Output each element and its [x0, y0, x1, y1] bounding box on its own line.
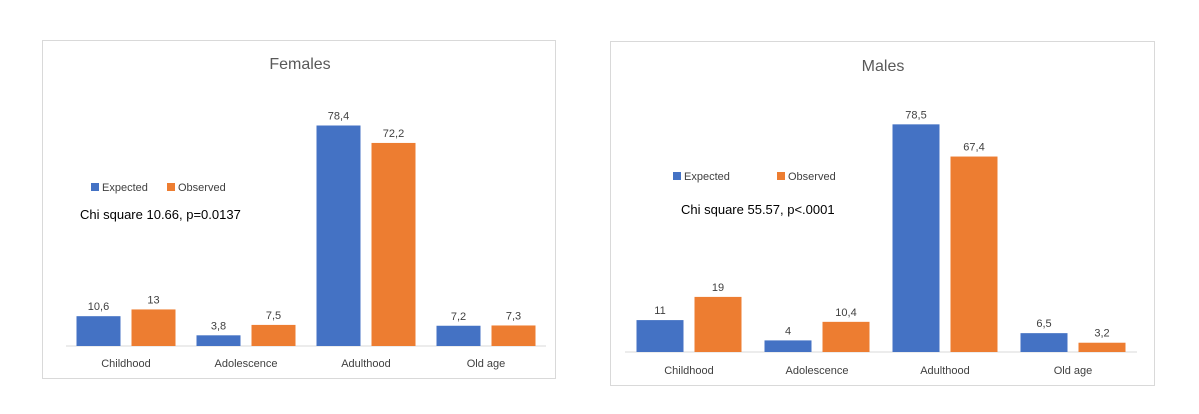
- category-label: Childhood: [664, 365, 714, 377]
- bar-expected-old-age: [436, 325, 481, 346]
- legend-swatch-observed: [167, 183, 175, 191]
- legend-swatch-observed: [777, 172, 785, 180]
- category-label: Old age: [467, 358, 506, 370]
- data-label: 10,6: [88, 301, 109, 313]
- data-label: 7,5: [266, 310, 281, 322]
- data-label: 7,2: [451, 311, 466, 323]
- category-label: Adolescence: [215, 358, 278, 370]
- data-label: 10,4: [835, 307, 856, 319]
- data-label: 6,5: [1036, 318, 1051, 330]
- category-label: Childhood: [101, 358, 151, 370]
- bar-observed-childhood: [131, 309, 176, 346]
- bar-observed-childhood: [694, 296, 742, 352]
- data-label: 72,2: [383, 128, 404, 140]
- data-label: 3,8: [211, 320, 226, 332]
- legend-label-expected: Expected: [684, 171, 730, 183]
- bar-observed-adulthood: [371, 142, 416, 346]
- bar-expected-adulthood: [316, 125, 361, 346]
- legend-swatch-expected: [673, 172, 681, 180]
- data-label: 7,3: [506, 310, 521, 322]
- data-label: 19: [712, 282, 724, 294]
- bar-expected-childhood: [636, 320, 684, 352]
- chart-males: Males 11 19 Childhood 4 10,4 Adolescence 78,5 67…: [625, 58, 1137, 377]
- data-label: 78,5: [905, 109, 926, 121]
- chart-title: Males: [862, 58, 905, 75]
- bar-observed-adolescence: [822, 321, 870, 352]
- category-label: Adulthood: [341, 358, 391, 370]
- data-label: 3,2: [1094, 328, 1109, 340]
- chart-females-panel: Females 10,6 13 Childhood 3,8 7,5 Adolescence 7…: [42, 40, 556, 379]
- data-label: 4: [785, 325, 791, 337]
- legend-label-observed: Observed: [178, 182, 226, 194]
- bar-expected-adolescence: [196, 335, 241, 346]
- legend-swatch-expected: [91, 183, 99, 191]
- chart-title: Females: [269, 56, 330, 73]
- chart-males-panel: Males 11 19 Childhood 4 10,4 Adolescence 78,5 67…: [610, 41, 1155, 386]
- chart-females: Females 10,6 13 Childhood 3,8 7,5 Adolescence 7…: [66, 56, 546, 370]
- category-label: Adolescence: [786, 365, 849, 377]
- bar-observed-old-age: [1078, 342, 1126, 352]
- category-label: Old age: [1054, 365, 1093, 377]
- bar-expected-adulthood: [892, 124, 940, 352]
- bar-observed-adolescence: [251, 324, 296, 346]
- legend-label-observed: Observed: [788, 171, 836, 183]
- data-label: 11: [654, 305, 665, 317]
- legend-label-expected: Expected: [102, 182, 148, 194]
- bar-observed-adulthood: [950, 156, 998, 352]
- chi-square-annotation: Chi square 10.66, p=0.0137: [80, 207, 241, 222]
- data-label: 78,4: [328, 111, 349, 123]
- data-label: 67,4: [963, 142, 984, 154]
- bar-expected-old-age: [1020, 333, 1068, 352]
- bar-expected-childhood: [76, 316, 121, 346]
- bar-expected-adolescence: [764, 340, 812, 352]
- chi-square-annotation: Chi square 55.57, p<.0001: [681, 202, 835, 217]
- data-label: 13: [147, 294, 159, 306]
- category-label: Adulthood: [920, 365, 970, 377]
- bar-observed-old-age: [491, 325, 536, 346]
